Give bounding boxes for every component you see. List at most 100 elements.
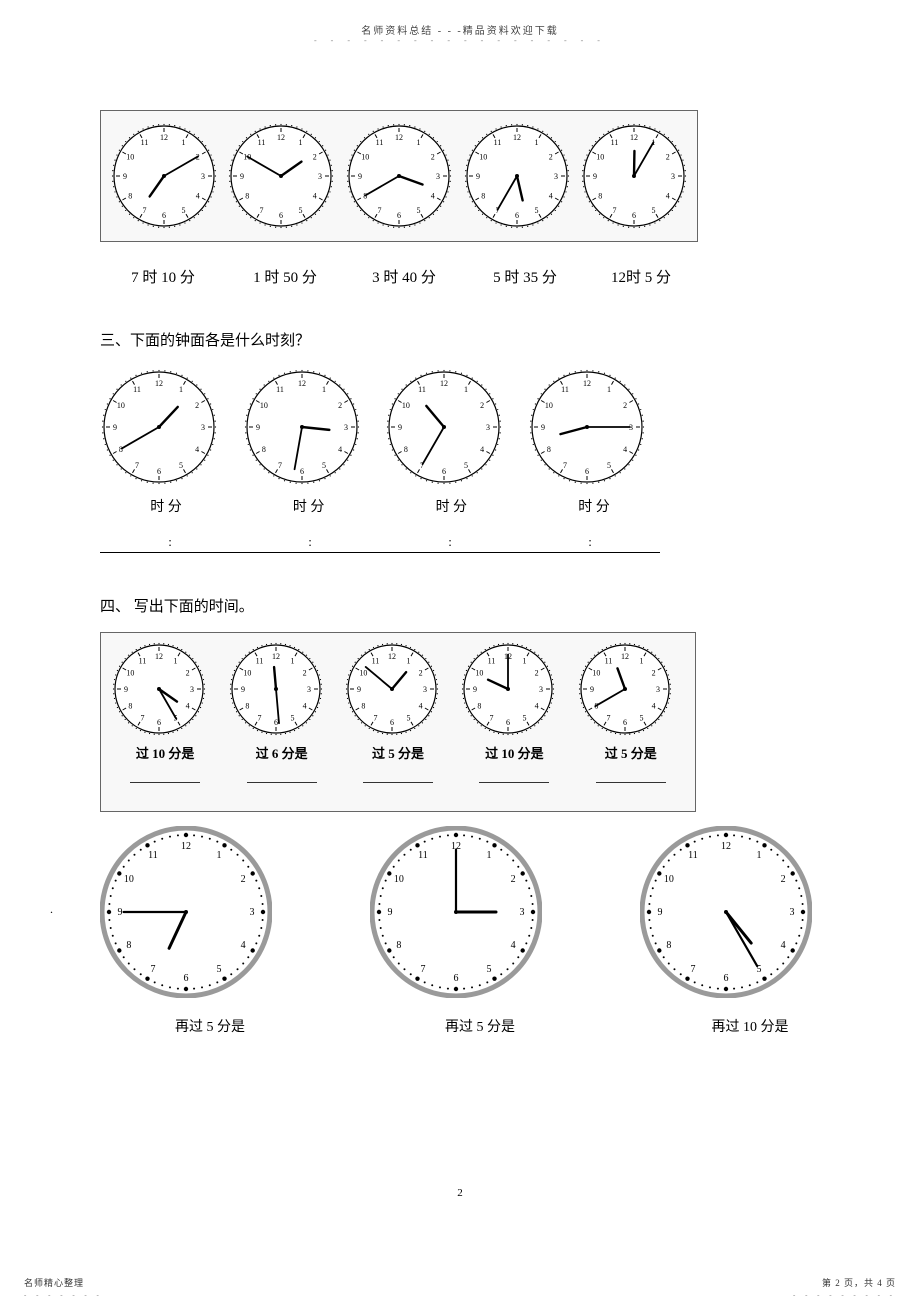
section3-top-clock-4: 123456789101112过 10 分是 xyxy=(460,641,568,783)
svg-text:4: 4 xyxy=(313,192,317,201)
underline-seg-2: : xyxy=(240,538,380,553)
svg-text:7: 7 xyxy=(490,714,494,723)
svg-text:2: 2 xyxy=(511,874,516,885)
svg-text:11: 11 xyxy=(133,385,141,394)
section1-clock-row: 1234567891011121234567891011121234567891… xyxy=(100,110,698,242)
section3-top-caption-2: 过 6 分是 xyxy=(228,743,336,762)
section3-top-blank-1 xyxy=(130,782,200,783)
svg-text:9: 9 xyxy=(240,172,244,181)
svg-text:4: 4 xyxy=(548,192,552,201)
svg-text:5: 5 xyxy=(523,714,527,723)
svg-text:2: 2 xyxy=(623,401,627,410)
svg-text:9: 9 xyxy=(124,685,128,694)
svg-text:2: 2 xyxy=(419,669,423,678)
content-area: 1234567891011121234567891011121234567891… xyxy=(100,100,820,1036)
time-label-4: 5 时 35 分 xyxy=(464,266,586,287)
svg-text:3: 3 xyxy=(520,907,525,918)
svg-text:12: 12 xyxy=(155,379,163,388)
section3-top-blank-5 xyxy=(596,782,666,783)
svg-text:8: 8 xyxy=(119,445,123,454)
clock-face: 123456789101112 xyxy=(528,368,646,486)
section2-label-4: 时 分 xyxy=(528,496,660,516)
svg-text:9: 9 xyxy=(593,172,597,181)
time-label-3: 3 时 40 分 xyxy=(344,266,464,287)
svg-text:10: 10 xyxy=(596,153,604,162)
clock-face: 123456789101112 xyxy=(100,826,272,998)
svg-text:2: 2 xyxy=(186,669,190,678)
svg-text:10: 10 xyxy=(127,669,135,678)
section3-top-blank-2 xyxy=(247,782,317,783)
svg-text:5: 5 xyxy=(534,206,538,215)
svg-text:3: 3 xyxy=(436,172,440,181)
svg-text:7: 7 xyxy=(373,714,377,723)
svg-text:9: 9 xyxy=(658,907,663,918)
section1-clock-2: 123456789101112 xyxy=(227,122,335,230)
section3-bottom-clock-3: 123456789101112再过 10 分是 xyxy=(640,826,860,1036)
svg-text:2: 2 xyxy=(338,401,342,410)
svg-text:7: 7 xyxy=(563,461,567,470)
svg-text:8: 8 xyxy=(478,702,482,711)
svg-text:2: 2 xyxy=(302,669,306,678)
svg-text:5: 5 xyxy=(652,206,656,215)
svg-text:9: 9 xyxy=(398,423,402,432)
section3-bottom-caption-1: 再过 5 分是 xyxy=(100,1016,320,1036)
svg-text:8: 8 xyxy=(245,702,249,711)
svg-text:12: 12 xyxy=(160,133,168,142)
svg-text:11: 11 xyxy=(148,850,158,861)
svg-text:12: 12 xyxy=(272,652,280,661)
svg-text:10: 10 xyxy=(126,153,134,162)
svg-text:8: 8 xyxy=(361,702,365,711)
time-label-5: 12时 5 分 xyxy=(586,266,696,287)
svg-text:3: 3 xyxy=(344,423,348,432)
section3-bottom-caption-2: 再过 5 分是 xyxy=(370,1016,590,1036)
svg-text:11: 11 xyxy=(493,138,501,147)
svg-text:6: 6 xyxy=(162,211,166,220)
clock-face: 123456789101112 xyxy=(227,122,335,230)
svg-text:6: 6 xyxy=(397,211,401,220)
svg-text:3: 3 xyxy=(190,685,194,694)
svg-text:5: 5 xyxy=(299,206,303,215)
svg-text:2: 2 xyxy=(241,874,246,885)
svg-text:5: 5 xyxy=(406,714,410,723)
svg-text:4: 4 xyxy=(781,940,786,951)
svg-text:8: 8 xyxy=(547,445,551,454)
section2-label-2: 时 分 xyxy=(243,496,375,516)
svg-text:6: 6 xyxy=(157,467,161,476)
clock-face: 123456789101112 xyxy=(344,641,440,737)
header-dots: - - - - - - - - - - - - - - - - - - xyxy=(0,36,920,45)
svg-text:9: 9 xyxy=(473,685,477,694)
colon-2: : xyxy=(308,534,312,550)
svg-text:4: 4 xyxy=(186,702,190,711)
svg-text:12: 12 xyxy=(298,379,306,388)
svg-text:5: 5 xyxy=(290,714,294,723)
svg-text:7: 7 xyxy=(377,206,381,215)
svg-text:6: 6 xyxy=(184,973,189,984)
svg-text:7: 7 xyxy=(135,461,139,470)
section3-top-clock-2: 123456789101112过 6 分是 xyxy=(228,641,336,783)
svg-text:11: 11 xyxy=(418,385,426,394)
svg-text:1: 1 xyxy=(181,138,185,147)
clock-face: 123456789101112 xyxy=(100,368,218,486)
clock-face: 123456789101112 xyxy=(243,368,361,486)
svg-text:9: 9 xyxy=(123,172,127,181)
svg-text:9: 9 xyxy=(357,685,361,694)
section2-clock-2: 123456789101112时 分 xyxy=(243,368,375,516)
underline-seg-1: : xyxy=(100,538,240,553)
svg-text:1: 1 xyxy=(322,385,326,394)
clock-face: 123456789101112 xyxy=(577,641,673,737)
svg-text:2: 2 xyxy=(548,153,552,162)
section3-top-clock-3: 123456789101112过 5 分是 xyxy=(344,641,452,783)
section3-top-clock-5: 123456789101112过 5 分是 xyxy=(577,641,685,783)
clock-face: 123456789101112 xyxy=(370,826,542,998)
svg-text:1: 1 xyxy=(639,656,643,665)
svg-text:6: 6 xyxy=(454,973,459,984)
svg-text:3: 3 xyxy=(790,907,795,918)
svg-text:7: 7 xyxy=(421,964,426,975)
svg-text:5: 5 xyxy=(322,461,326,470)
svg-text:8: 8 xyxy=(396,940,401,951)
svg-text:8: 8 xyxy=(262,445,266,454)
clock-face: 123456789101112 xyxy=(580,122,688,230)
section2-clock-1: 123456789101112时 分 xyxy=(100,368,232,516)
svg-text:10: 10 xyxy=(260,401,268,410)
svg-text:6: 6 xyxy=(724,973,729,984)
